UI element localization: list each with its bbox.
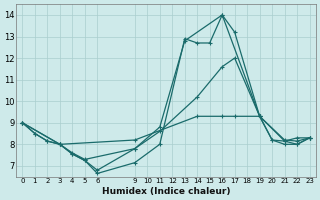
- X-axis label: Humidex (Indice chaleur): Humidex (Indice chaleur): [102, 187, 230, 196]
